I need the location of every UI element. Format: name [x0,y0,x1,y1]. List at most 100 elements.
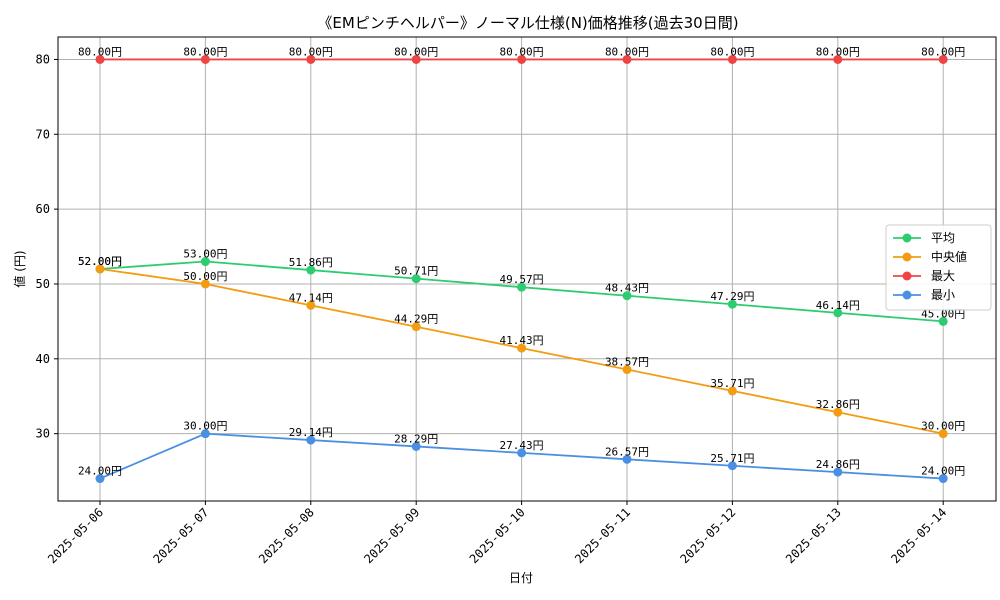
data-point [517,343,527,353]
data-label: 80.00円 [500,45,544,58]
x-tick-label: 2025-05-08 [256,505,317,566]
data-point [938,54,948,64]
data-label: 29.14円 [289,426,333,439]
x-tick-label: 2025-05-12 [678,505,739,566]
data-label: 47.29円 [710,290,754,303]
data-labels: 52.00円 53.00円 51.86円 50.71円 49.57円 48.43円 47.2… [78,45,965,477]
x-tick-label: 2025-05-10 [467,505,528,566]
data-point [938,429,948,439]
data-label: 52.00円 [78,255,122,268]
x-tick-label: 2025-05-09 [361,505,422,566]
data-point [200,279,210,289]
data-point [833,407,843,417]
data-point [411,322,421,332]
data-point [411,274,421,284]
data-point [727,461,737,471]
data-point [938,316,948,326]
data-point [833,308,843,318]
data-label: 35.71円 [710,377,754,390]
data-label: 48.43円 [605,282,649,295]
data-point [95,54,105,64]
y-axis-label: 値 (円) [12,250,27,287]
legend-marker [902,233,912,243]
data-label: 80.00円 [394,45,438,58]
data-label: 30.00円 [921,420,965,433]
data-label: 38.57円 [605,356,649,369]
data-point [517,282,527,292]
legend-marker [902,271,912,281]
data-label: 24.00円 [78,465,122,478]
data-point [200,54,210,64]
legend-label: 平均 [931,231,955,245]
data-label: 27.43円 [500,439,544,452]
data-label: 80.00円 [605,45,649,58]
data-label: 28.29円 [394,432,438,445]
data-point [306,54,316,64]
data-label: 50.71円 [394,265,438,278]
data-label: 80.00円 [921,45,965,58]
data-point [306,265,316,275]
data-point [517,54,527,64]
data-label: 45.00円 [921,307,965,320]
data-point [833,54,843,64]
y-tick-label: 40 [36,352,50,366]
data-label: 32.86円 [816,398,860,411]
y-tick-label: 70 [36,127,50,141]
x-tick-label: 2025-05-13 [783,505,844,566]
y-tick-label: 30 [36,427,50,441]
data-point [727,386,737,396]
data-label: 53.00円 [183,248,227,261]
data-point [833,467,843,477]
data-label: 24.86円 [816,458,860,471]
data-label: 80.00円 [78,45,122,58]
legend-marker [902,290,912,300]
x-tick-label: 2025-05-07 [151,505,212,566]
y-ticks: 30 40 50 60 70 80 [36,52,58,441]
data-point [727,54,737,64]
data-label: 24.00円 [921,465,965,478]
x-axis-label: 日付 [509,571,533,585]
chart-title: 《EMピンチヘルパー》ノーマル仕様(N)価格推移(過去30日間) [317,14,738,32]
data-point [938,474,948,484]
data-label: 50.00円 [183,270,227,283]
data-point [727,299,737,309]
data-point [622,365,632,375]
data-label: 80.00円 [710,45,754,58]
x-tick-label: 2025-05-11 [572,505,633,566]
data-point [95,474,105,484]
data-point [622,454,632,464]
series-layer [95,54,948,484]
data-label: 26.57円 [605,445,649,458]
data-point [95,264,105,274]
data-point [622,54,632,64]
x-tick-label: 2025-05-06 [45,505,106,566]
data-label: 46.14円 [816,299,860,312]
data-label: 51.86円 [289,256,333,269]
legend-box [885,224,992,311]
data-point [200,257,210,267]
data-point [622,291,632,301]
y-tick-label: 80 [36,52,50,66]
x-ticks: 2025-05-06 2025-05-07 2025-05-08 2025-05-09… [45,501,949,566]
data-point [306,300,316,310]
data-label: 52.00円 [78,255,122,268]
legend-label: 最小 [931,288,955,302]
data-point [411,54,421,64]
y-tick-label: 60 [36,202,50,216]
data-label: 80.00円 [816,45,860,58]
y-tick-label: 50 [36,277,50,291]
data-label: 41.43円 [500,334,544,347]
x-tick-label: 2025-05-14 [888,505,949,566]
data-label: 80.00円 [183,45,227,58]
data-point [411,441,421,451]
plot-frame [57,36,997,502]
data-label: 25.71円 [710,452,754,465]
legend-label: 最大 [931,269,955,283]
data-label: 49.57円 [500,273,544,286]
data-label: 80.00円 [289,45,333,58]
data-point [306,435,316,445]
legend-marker [902,252,912,262]
data-label: 47.14円 [289,291,333,304]
